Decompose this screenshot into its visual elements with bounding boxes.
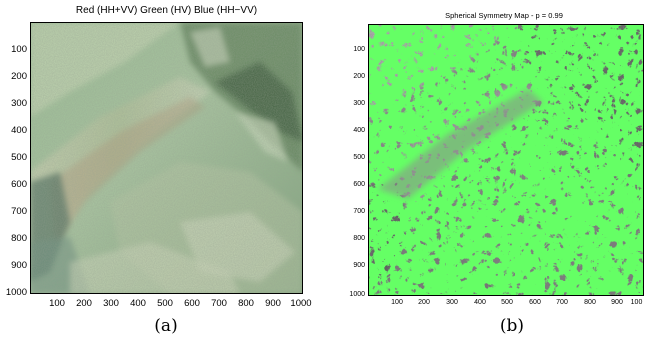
panel-a-ytick: 200 bbox=[11, 71, 27, 82]
panel-a-xtick: 700 bbox=[211, 298, 227, 309]
panel-a-xtick: 100 bbox=[49, 298, 65, 309]
panel-a-xtick: 600 bbox=[184, 298, 200, 309]
panel-a-xtick: 400 bbox=[130, 298, 146, 309]
panel-a-ytick: 500 bbox=[11, 152, 27, 163]
panel-b-xtick: 600 bbox=[529, 299, 541, 306]
panel-a-xtick: 900 bbox=[265, 298, 281, 309]
panel-b-ytick: 300 bbox=[353, 100, 365, 107]
panel-b-xtick: 900 bbox=[611, 299, 623, 306]
panel-a-ytick: 300 bbox=[11, 98, 27, 109]
panel-a-xtick: 300 bbox=[103, 298, 119, 309]
panel-b-ytick: 500 bbox=[353, 154, 365, 161]
panel-a: Red (HH+VV) Green (HV) Blue (HH−VV) bbox=[0, 0, 322, 341]
rgb-composite-image bbox=[30, 22, 303, 294]
panel-b-ytick: 600 bbox=[353, 181, 365, 188]
panel-b-xtick: 100 bbox=[391, 299, 403, 306]
panel-a-xtick: 800 bbox=[238, 298, 254, 309]
panel-b-ytick: 700 bbox=[353, 208, 365, 215]
panel-a-ytick: 100 bbox=[11, 44, 27, 55]
panel-a-ytick: 1000 bbox=[5, 287, 27, 298]
panel-b-frame bbox=[368, 24, 644, 296]
panel-b-xtick: 200 bbox=[418, 299, 430, 306]
panel-b-xtick: 800 bbox=[584, 299, 596, 306]
panel-a-caption: (a) bbox=[154, 316, 178, 336]
panel-b-ytick: 400 bbox=[353, 127, 365, 134]
green-overlay bbox=[368, 24, 644, 296]
symmetry-map-image bbox=[368, 24, 644, 296]
panel-b-xtick: 500 bbox=[501, 299, 513, 306]
panel-b-ytick: 200 bbox=[353, 73, 365, 80]
panel-b-image bbox=[368, 24, 644, 296]
panel-b-caption: (b) bbox=[499, 316, 525, 336]
panel-a-ytick: 700 bbox=[11, 206, 27, 217]
panel-a-ytick: 900 bbox=[11, 260, 27, 271]
panel-a-xtick: 500 bbox=[157, 298, 173, 309]
panel-b-title: Spherical Symmetry Map - p = 0.99 bbox=[445, 11, 563, 20]
panel-a-ytick: 800 bbox=[11, 233, 27, 244]
panel-b: Spherical Symmetry Map - p = 0.99 bbox=[322, 0, 645, 341]
panel-b-ytick: 100 bbox=[353, 46, 365, 53]
panel-a-xtick: 200 bbox=[76, 298, 92, 309]
panel-b-ytick: 900 bbox=[353, 262, 365, 269]
panel-b-ytick: 800 bbox=[353, 235, 365, 242]
panel-a-xtick: 1000 bbox=[290, 298, 312, 309]
panel-b-xtick: 700 bbox=[556, 299, 568, 306]
panel-a-title: Red (HH+VV) Green (HV) Blue (HH−VV) bbox=[75, 5, 258, 16]
panel-b-ytick: 1000 bbox=[349, 291, 365, 298]
panel-a-ytick: 600 bbox=[11, 179, 27, 190]
panel-b-xtick: 100 bbox=[630, 299, 643, 306]
panel-a-image bbox=[30, 22, 303, 294]
panel-b-xtick: 400 bbox=[474, 299, 486, 306]
panel-a-frame bbox=[30, 22, 303, 294]
panel-a-ytick: 400 bbox=[11, 125, 27, 136]
panel-b-xtick: 300 bbox=[446, 299, 458, 306]
